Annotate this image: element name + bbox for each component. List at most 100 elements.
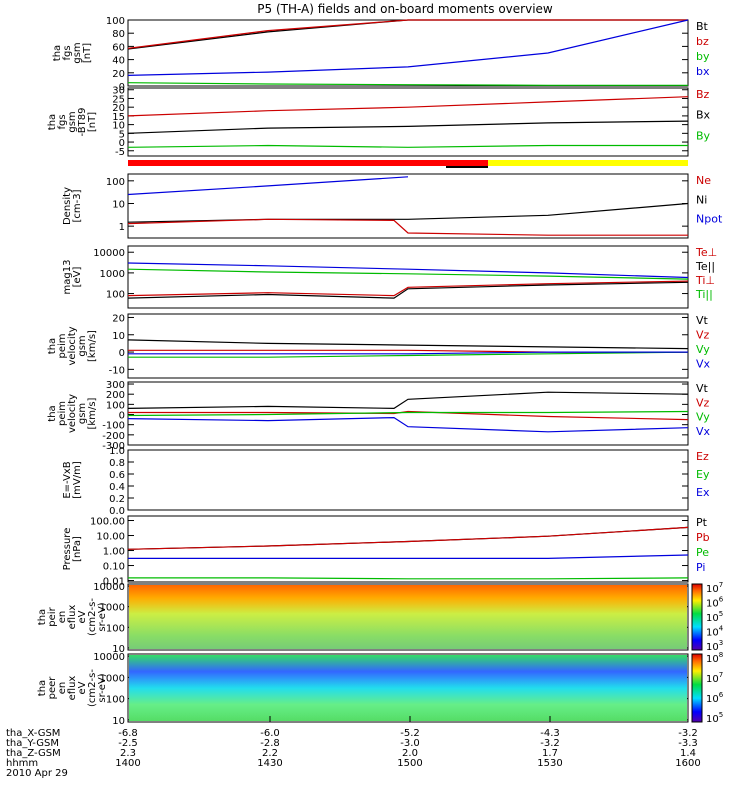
legend-entry: Vz — [696, 396, 710, 409]
y-tick-label: 10.00 — [96, 532, 125, 543]
series-line-Vy — [128, 351, 689, 358]
colorbar — [691, 583, 703, 651]
colorbar-label: 104 — [706, 625, 724, 639]
series-line-Pe — [128, 577, 689, 580]
y-axis-label-line: [nPa] — [72, 536, 83, 562]
panel-frame — [127, 19, 689, 87]
colorbar-exponent: 3 — [719, 639, 723, 647]
x-axis-value: -3.0 — [400, 738, 420, 749]
y-tick-label: -100 — [102, 421, 125, 432]
y-tick-label: 100 — [106, 623, 125, 634]
x-axis-value: -3.3 — [678, 738, 698, 749]
legend-entry: Vz — [696, 329, 710, 342]
legend-entry: bx — [696, 65, 710, 78]
x-axis-value: -2.5 — [118, 738, 138, 749]
panel-10: tha peer en eflux eV (cm2-s-sr-eV) 10 100 1000 10… — [37, 651, 724, 727]
mode-bar — [128, 160, 688, 168]
y-tick-label: 20 — [112, 313, 125, 324]
y-tick-label: -5 — [115, 147, 125, 158]
y-tick-label: -10 — [109, 365, 125, 376]
series-line-Bt — [127, 19, 688, 50]
colorbar-label: 107 — [706, 671, 723, 685]
y-axis-label-line: [nT] — [87, 112, 98, 132]
legend-entry: Vt — [696, 314, 709, 327]
y-axis-label-line: mag13 — [62, 260, 73, 295]
series-line-Npot — [127, 176, 409, 196]
x-axis-row-label: tha_Z-GSM — [6, 748, 61, 759]
y-tick-label: 40 — [112, 56, 125, 67]
y-axis-label-line: [mV/m] — [72, 461, 83, 499]
y-tick-label: -300 — [102, 441, 125, 452]
mode-bar-fast — [488, 160, 688, 166]
series-line-Te|| — [127, 281, 689, 299]
y-axis-label-line: tha — [47, 405, 58, 421]
colorbar-exponent: 4 — [719, 625, 724, 633]
panel-3: Density [cm-3] 1 10 100 Ne Ni Npot — [62, 173, 723, 239]
y-axis-label-line: en — [57, 682, 68, 695]
legend-entry: Pi — [696, 561, 705, 574]
y-tick-label: 1.00 — [103, 547, 125, 558]
y-tick-label: 0 — [119, 348, 125, 359]
y-tick-label: 80 — [112, 29, 125, 40]
y-axis-label-line: tha — [37, 609, 48, 625]
spectrogram-fill — [129, 585, 687, 649]
y-axis-label-line: [nT] — [82, 43, 93, 63]
y-tick-label: 60 — [112, 42, 125, 53]
y-tick-label: 100 — [106, 16, 125, 27]
y-axis-label-line: eflux — [67, 605, 78, 630]
legend-entry: Ti⊥ — [695, 274, 715, 287]
panel-6: tha peim velocity gsm [km/s] -300-200-1000100… — [47, 380, 711, 452]
y-axis-label-line: gsm — [67, 111, 78, 132]
panel-4: mag13 [eV] 100 1000 10000 Te⊥Te||Ti⊥Ti|| — [62, 245, 717, 309]
y-tick-label: 10 — [112, 331, 125, 342]
y-tick-label: 5 — [119, 129, 125, 140]
y-axis-label-line: gsm — [72, 42, 83, 63]
series-line-Vx — [128, 351, 688, 355]
colorbar-label: 105 — [706, 610, 723, 624]
legend-entry: Bx — [696, 109, 711, 122]
y-axis-label-line: tha — [52, 45, 63, 61]
x-axis-value: 2.2 — [262, 748, 278, 759]
panel-9: tha peir en eflux eV (cm2-s-sr-eV) 10 100 1000 10… — [37, 581, 724, 655]
colorbar-exponent: 7 — [719, 671, 723, 679]
series-line-Pi — [128, 554, 689, 560]
y-axis-label-line: gsm — [77, 403, 88, 424]
panel-frame — [127, 173, 689, 239]
legend-entry: Vy — [696, 411, 710, 424]
y-axis-label-line: Density — [62, 187, 73, 225]
series-line-bx — [127, 19, 689, 76]
y-axis-label-line: peim — [57, 333, 68, 358]
y-tick-label: 100 — [106, 695, 125, 706]
y-axis-label-line: gsm — [77, 335, 88, 356]
y-axis-label-line: [eV] — [72, 267, 83, 288]
y-tick-label: 15 — [112, 112, 125, 123]
y-tick-label: 25 — [112, 94, 125, 105]
y-axis-label-line: eflux — [67, 676, 78, 701]
panel-frame — [127, 87, 689, 157]
colorbar — [691, 653, 703, 723]
legend-entry: By — [696, 129, 711, 142]
y-tick-label: 0.4 — [109, 482, 125, 493]
series-line-Te⊥ — [127, 280, 689, 297]
panel-1: tha fgs gsm [nT] 0 20 40 60 80 100 Bt bz by bx — [52, 16, 710, 93]
x-axis-value: -2.8 — [260, 738, 280, 749]
series-line-Bx — [127, 120, 689, 134]
legend-entry: Vx — [696, 358, 711, 371]
series-line-bz — [127, 19, 688, 49]
y-axis-label-line: en — [57, 611, 68, 624]
series-line-Ti|| — [127, 268, 689, 280]
y-axis-label-line: eV — [77, 610, 88, 623]
series-line-Ti⊥ — [127, 262, 689, 279]
y-tick-label: 1.0 — [109, 446, 125, 457]
x-axis-value: 2.3 — [120, 748, 136, 759]
y-axis-label-line: [km/s] — [87, 330, 98, 362]
y-tick-label: 1000 — [100, 603, 125, 614]
y-tick-label: 1000 — [100, 269, 125, 280]
y-tick-label: 0.01 — [103, 577, 125, 588]
colorbar-exponent: 5 — [719, 711, 723, 719]
y-axis-label-line: tha — [37, 680, 48, 696]
